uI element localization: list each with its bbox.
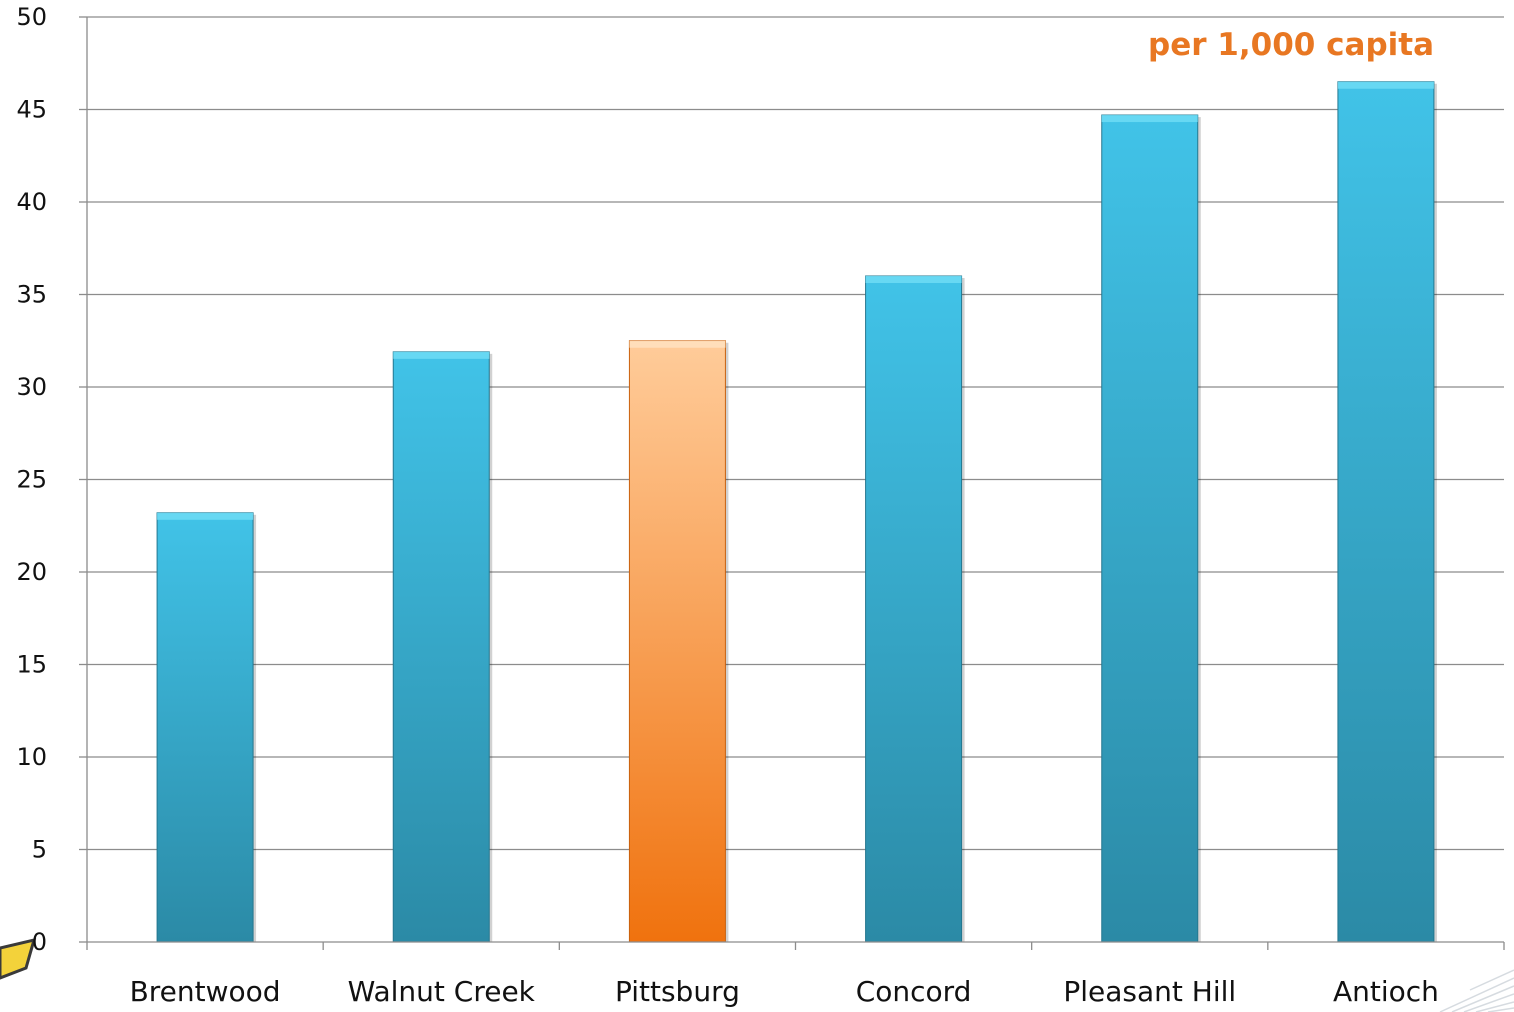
x-category-label-antioch: Antioch bbox=[1333, 975, 1439, 1008]
x-category-label-pleasant-hill: Pleasant Hill bbox=[1063, 975, 1236, 1008]
bar-body bbox=[628, 340, 726, 943]
bar-pittsburg bbox=[628, 340, 729, 943]
x-category-label-brentwood: Brentwood bbox=[130, 975, 281, 1008]
bar-walnut-creek bbox=[392, 351, 493, 943]
bars bbox=[156, 81, 1437, 943]
bar-bevel bbox=[1101, 115, 1198, 123]
bar-body bbox=[156, 512, 254, 943]
bar-brentwood bbox=[156, 512, 257, 943]
y-tick-label-25: 25 bbox=[16, 466, 47, 494]
gridlines bbox=[87, 16, 1504, 851]
x-axis-category-labels: Brentwood Walnut Creek Pittsburg Concord Ple… bbox=[130, 975, 1439, 1008]
bar-pleasant-hill bbox=[1101, 114, 1201, 943]
y-tick-label-40: 40 bbox=[16, 188, 47, 216]
bar-bevel bbox=[393, 351, 490, 359]
y-tick-label-30: 30 bbox=[16, 373, 47, 401]
bar-concord bbox=[865, 275, 965, 943]
bar-bevel bbox=[1337, 81, 1434, 89]
y-axis-tick-labels: 0 5 10 15 20 25 30 35 40 45 50 bbox=[16, 3, 87, 956]
bar-bevel bbox=[157, 512, 254, 520]
corner-arrow-decoration bbox=[0, 937, 37, 980]
x-category-label-walnut-creek: Walnut Creek bbox=[348, 975, 536, 1008]
bar-body bbox=[865, 275, 963, 943]
x-category-label-pittsburg: Pittsburg bbox=[615, 975, 740, 1008]
bar-body bbox=[1337, 81, 1435, 943]
y-tick-label-10: 10 bbox=[16, 743, 47, 771]
bar-antioch bbox=[1337, 81, 1437, 943]
bar-body bbox=[1101, 114, 1199, 943]
bar-bevel bbox=[629, 340, 726, 348]
axes bbox=[86, 17, 1505, 950]
y-tick-label-50: 50 bbox=[16, 3, 47, 31]
bar-body bbox=[392, 351, 490, 943]
y-tick-label-45: 45 bbox=[16, 96, 47, 124]
y-tick-label-15: 15 bbox=[16, 651, 47, 679]
y-tick-label-5: 5 bbox=[32, 836, 47, 864]
y-tick-label-35: 35 bbox=[16, 281, 47, 309]
unit-annotation: per 1,000 capita bbox=[1148, 27, 1434, 63]
bar-bevel bbox=[865, 276, 962, 283]
y-tick-label-0: 0 bbox=[32, 928, 47, 956]
corner-stripes-decoration bbox=[1439, 969, 1514, 1012]
y-tick-label-20: 20 bbox=[16, 558, 47, 586]
x-category-label-concord: Concord bbox=[856, 975, 972, 1008]
